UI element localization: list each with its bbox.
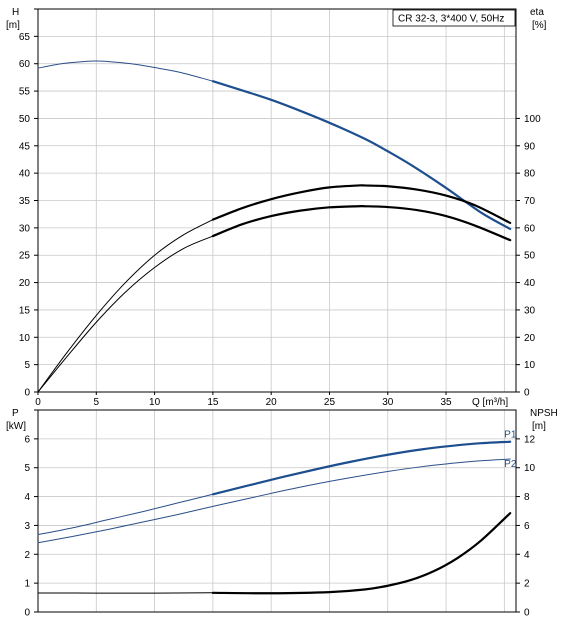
plot-frame — [37, 409, 517, 613]
y-tick-label-left: 45 — [19, 141, 31, 152]
series-line-p1 — [37, 493, 214, 536]
head-efficiency-panel: 0510152025303540455055606501020304050607… — [6, 7, 547, 408]
y-tick-label-left: 60 — [19, 59, 31, 70]
series-line-left-1 — [211, 80, 512, 231]
series-line-right-4 — [37, 235, 214, 393]
x-tick-label: 0 — [35, 397, 41, 408]
x-axis-label: Q [m³/h] — [472, 397, 508, 408]
x-tick-label: 5 — [94, 397, 100, 408]
y-tick-label-right: 70 — [524, 196, 536, 207]
x-tick-label: 20 — [266, 397, 278, 408]
y-tick-label-left: 35 — [19, 196, 31, 207]
y-tick-label-right: 60 — [524, 223, 536, 234]
y-tick-label-right: 20 — [524, 333, 536, 344]
y-tick-label-left: 4 — [24, 492, 30, 503]
series-label-p2: P2 — [504, 459, 517, 470]
y-tick-label-right: 30 — [524, 305, 536, 316]
y-tick-label-right: 10 — [524, 463, 536, 474]
series-line-right-3 — [211, 184, 512, 225]
y-tick-label-left: 6 — [24, 434, 30, 445]
y-tick-label-left: 25 — [19, 251, 31, 262]
series-line-p1 — [211, 440, 512, 496]
y-tick-label-right: 0 — [524, 388, 530, 399]
y-tick-label-right: 100 — [524, 114, 541, 125]
y-tick-label-left: 65 — [19, 32, 31, 43]
series-label-p1: P1 — [504, 430, 517, 441]
y-tick-label-left: 0 — [24, 388, 30, 399]
series-line-right-5 — [211, 205, 512, 242]
x-tick-label: 30 — [382, 397, 394, 408]
y-tick-label-left: 10 — [19, 333, 31, 344]
y-tick-label-right: 40 — [524, 278, 536, 289]
y-tick-label-right: 4 — [524, 550, 530, 561]
x-tick-label: 35 — [440, 397, 452, 408]
y-tick-label-right: 0 — [524, 608, 530, 619]
series-line-right-4 — [211, 512, 512, 595]
title-box — [392, 9, 516, 27]
y-tick-label-left: 55 — [19, 87, 31, 98]
y-axis-label-right: NPSH — [530, 408, 558, 419]
x-tick-label: 15 — [207, 397, 219, 408]
y-tick-label-left: 3 — [24, 521, 30, 532]
y-axis-label-left: H — [12, 7, 19, 18]
series-line-left-0 — [37, 60, 214, 82]
y-axis-label-right: eta — [530, 7, 544, 18]
y-tick-label-right: 10 — [524, 360, 536, 371]
y-tick-label-left: 20 — [19, 278, 31, 289]
x-tick-label: 10 — [149, 397, 161, 408]
y-tick-label-right: 50 — [524, 251, 536, 262]
chart-title: CR 32-3, 3*400 V, 50Hz — [398, 14, 504, 25]
y-tick-label-left: 5 — [24, 360, 30, 371]
y-tick-label-left: 30 — [19, 223, 31, 234]
series-line-p2 — [37, 458, 511, 544]
y-tick-label-right: 2 — [524, 579, 530, 590]
y-axis-unit-left: [kW] — [6, 421, 26, 432]
y-tick-label-left: 50 — [19, 114, 31, 125]
y-tick-label-right: 90 — [524, 141, 536, 152]
y-axis-unit-right: [%] — [532, 20, 547, 31]
series-line-right-2 — [37, 219, 214, 393]
y-axis-unit-right: [m] — [532, 421, 546, 432]
y-axis-unit-left: [m] — [6, 20, 20, 31]
y-tick-label-right: 80 — [524, 169, 536, 180]
y-axis-label-left: P — [12, 408, 19, 419]
x-tick-label: 25 — [324, 397, 336, 408]
y-tick-label-left: 15 — [19, 305, 31, 316]
y-tick-label-left: 1 — [24, 579, 30, 590]
y-tick-label-left: 0 — [24, 608, 30, 619]
y-tick-label-left: 5 — [24, 463, 30, 474]
y-tick-label-left: 2 — [24, 550, 30, 561]
y-tick-label-right: 8 — [524, 492, 530, 503]
y-tick-label-right: 12 — [524, 434, 536, 445]
y-tick-label-right: 6 — [524, 521, 530, 532]
y-tick-label-left: 40 — [19, 169, 31, 180]
